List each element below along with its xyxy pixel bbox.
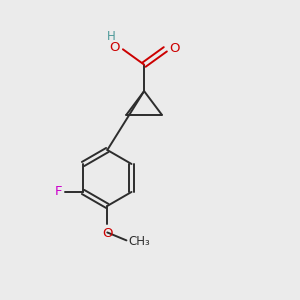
Text: O: O [109,41,119,54]
Text: CH₃: CH₃ [129,236,151,248]
Text: O: O [169,42,179,55]
Text: H: H [107,30,116,44]
Text: O: O [102,226,112,240]
Text: F: F [55,185,62,199]
